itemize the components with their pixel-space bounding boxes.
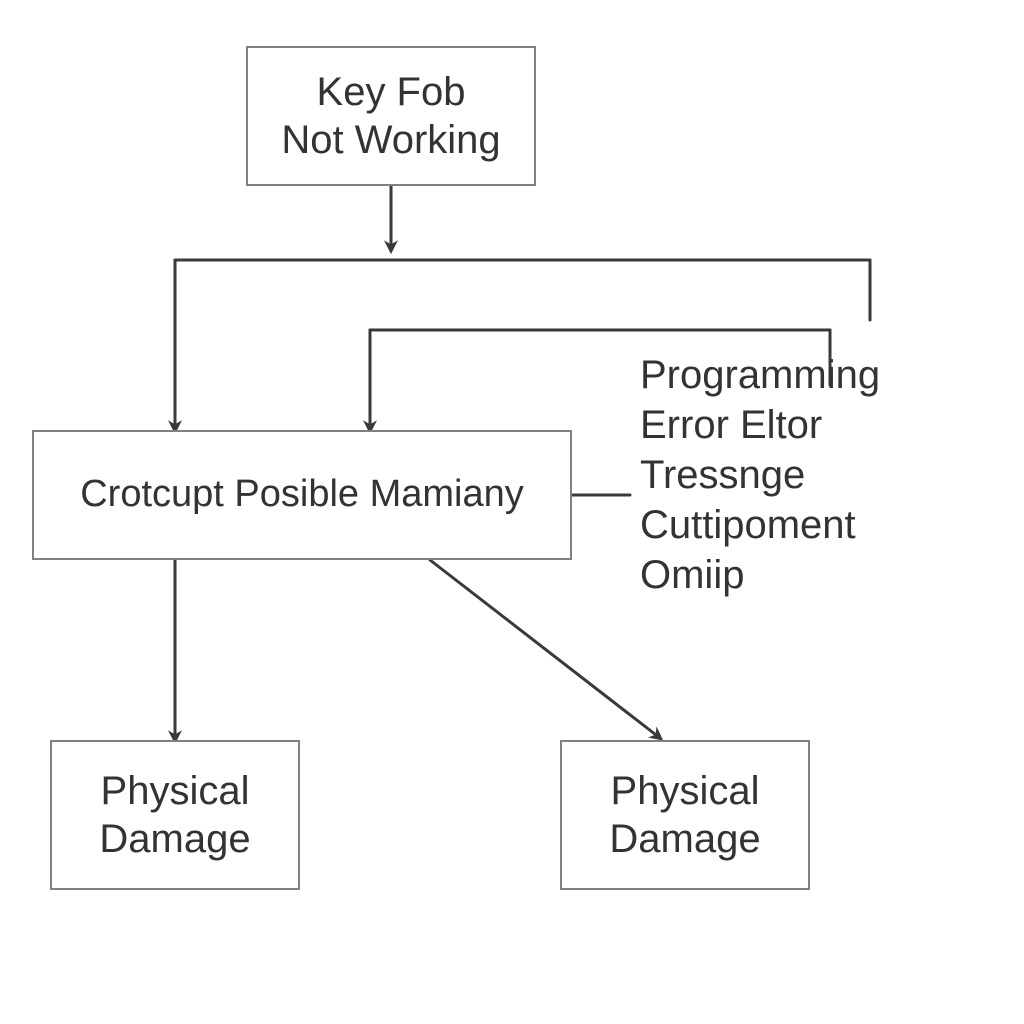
node-bottom-right: Physical Damage <box>560 740 810 890</box>
node-middle: Crotcupt Posible Mamiany <box>32 430 572 560</box>
node-bottom-right-label: Physical Damage <box>609 767 760 863</box>
node-root-label: Key Fob Not Working <box>281 68 500 164</box>
node-bottom-left: Physical Damage <box>50 740 300 890</box>
node-bottom-left-label: Physical Damage <box>99 767 250 863</box>
node-middle-label: Crotcupt Posible Mamiany <box>80 472 524 518</box>
edge-mid_to_br <box>430 560 660 738</box>
side-text-block: Programming Error Eltor Tressnge Cuttipo… <box>640 300 880 600</box>
node-root: Key Fob Not Working <box>246 46 536 186</box>
side-text-label: Programming Error Eltor Tressnge Cuttipo… <box>640 353 880 597</box>
